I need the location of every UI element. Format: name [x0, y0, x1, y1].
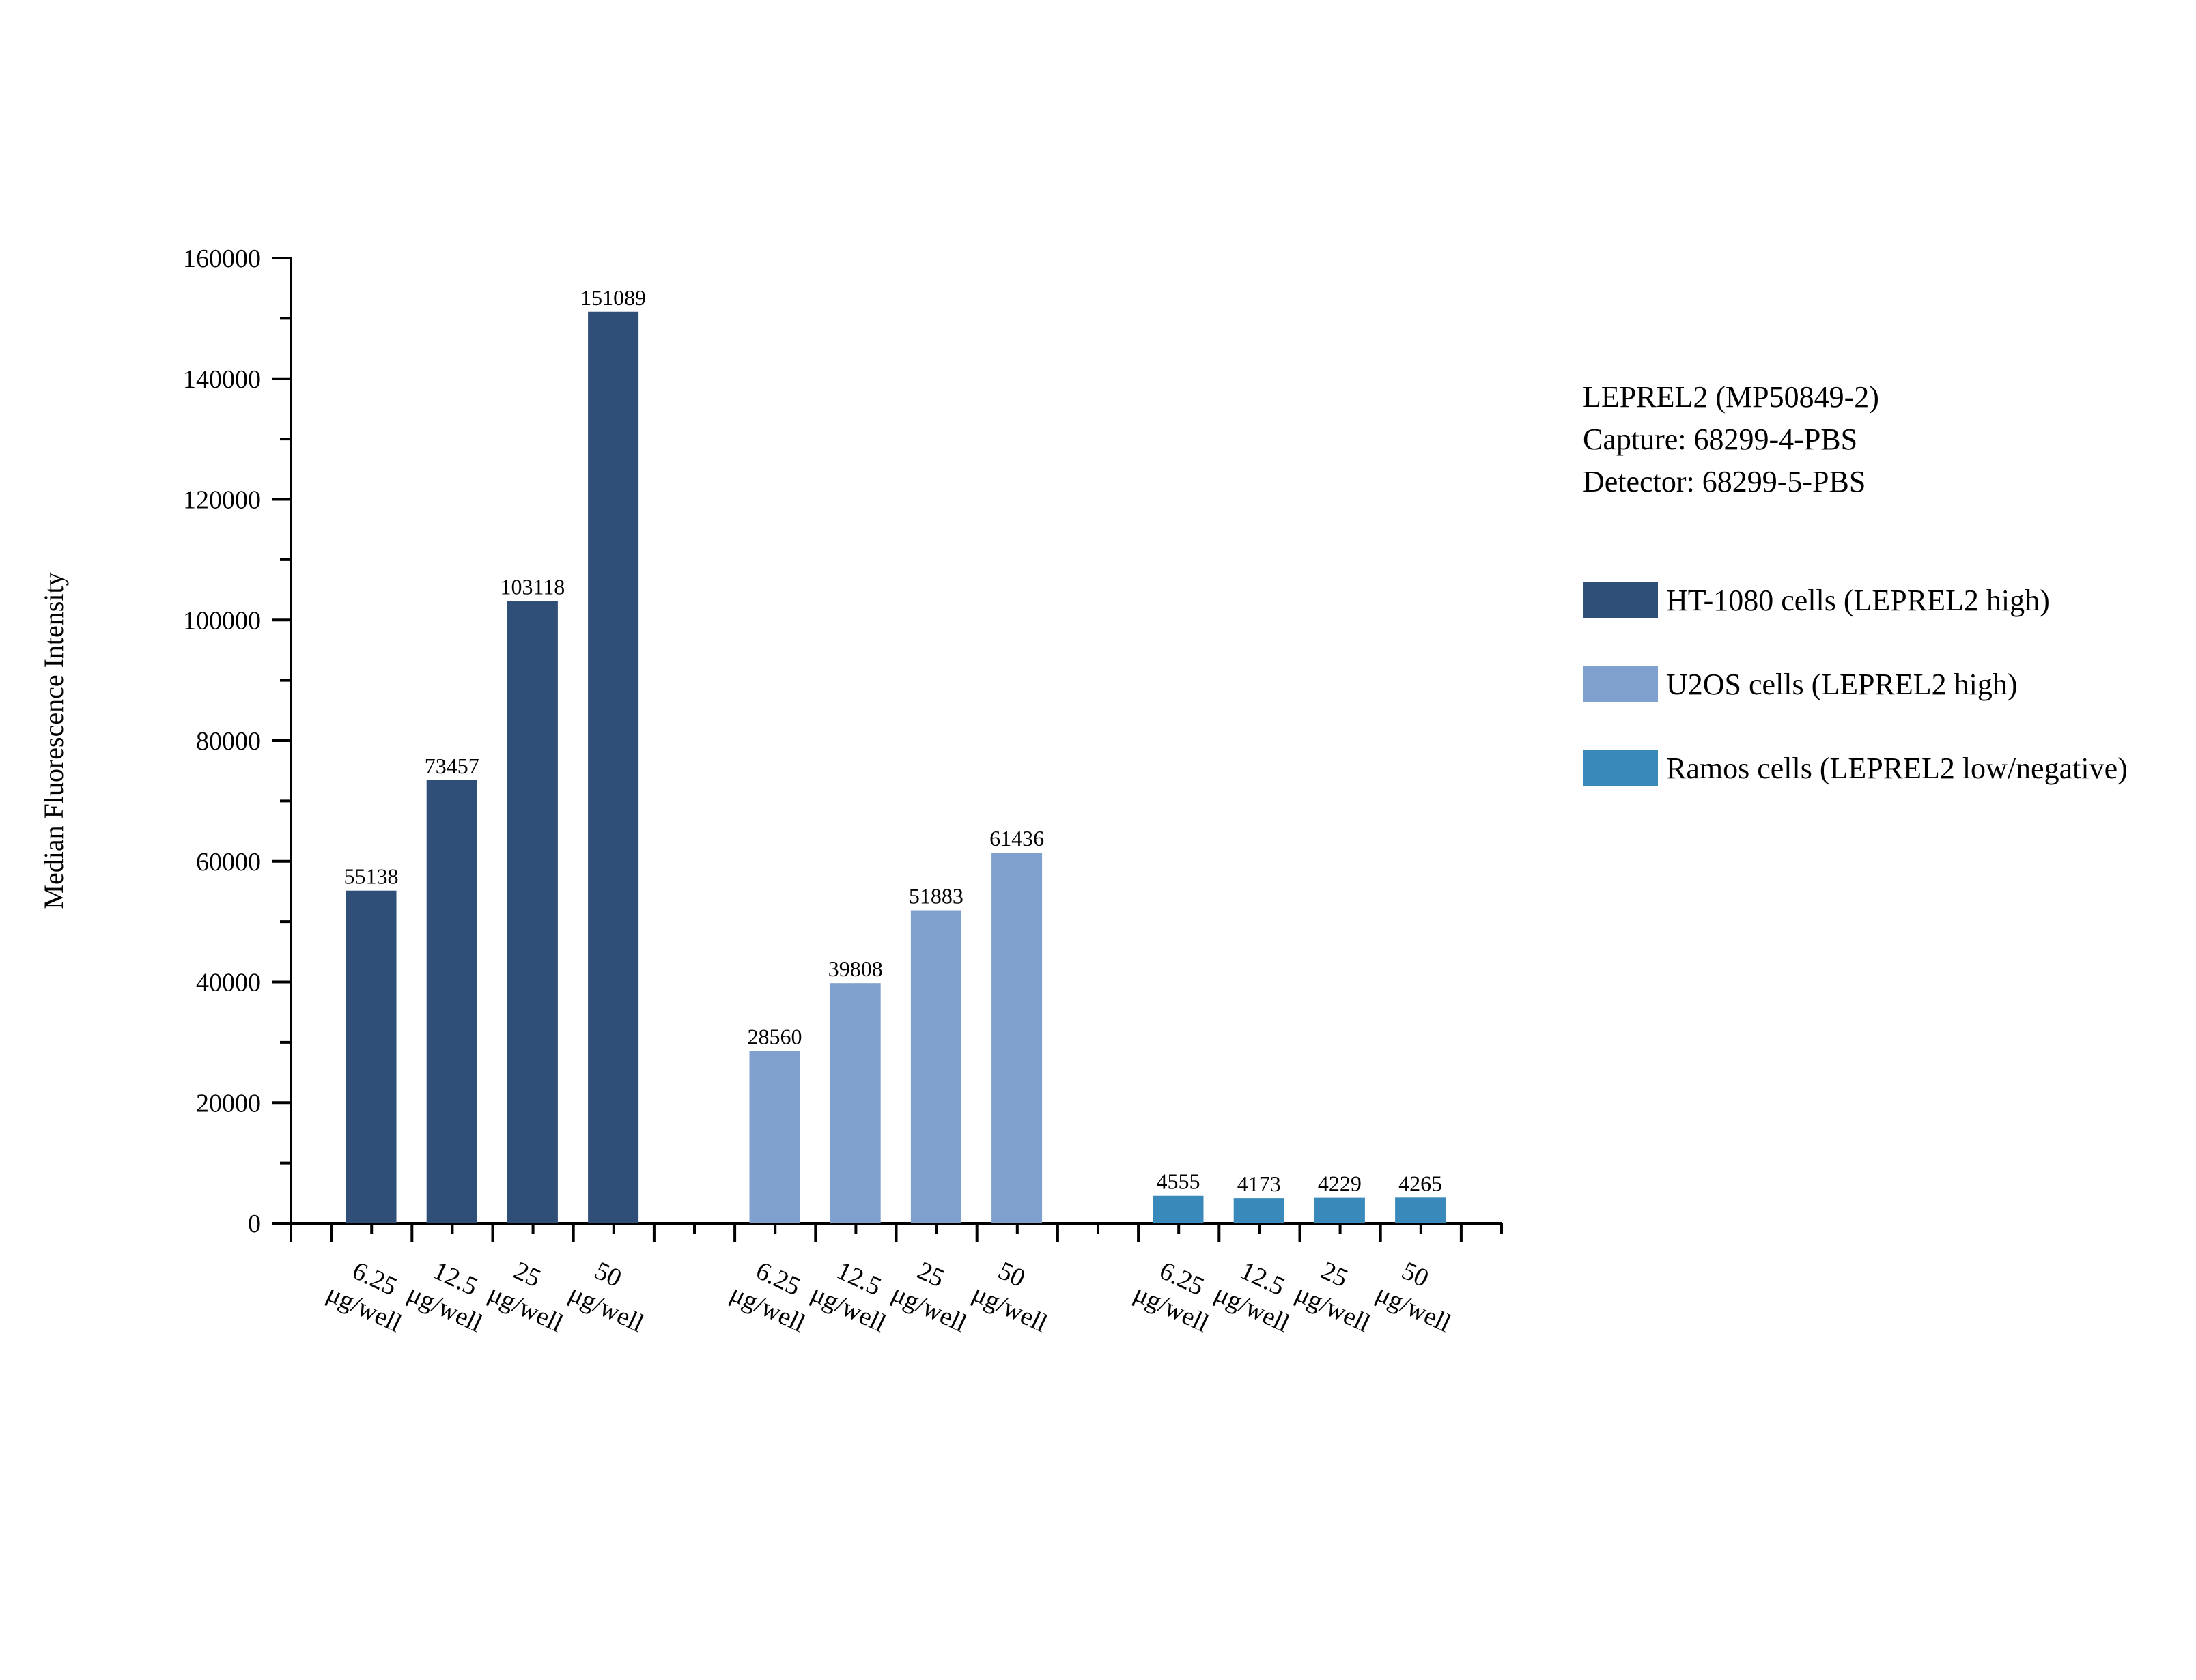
data-label: 4265 [1398, 1171, 1442, 1195]
legend-label: HT-1080 cells (LEPREL2 high) [1666, 584, 2050, 617]
data-label: 103118 [500, 575, 565, 599]
y-ticks: 0 20000 40000 60000 80000 100000 120000 140000 1… [183, 244, 291, 1238]
bar [910, 910, 961, 1223]
data-label: 51883 [909, 883, 963, 908]
y-tick-label: 60000 [196, 848, 261, 877]
y-tick-label: 120000 [183, 486, 261, 515]
bar [1314, 1197, 1365, 1223]
bar [991, 853, 1043, 1223]
legend-swatch [1583, 666, 1658, 702]
y-tick-label: 80000 [196, 727, 261, 756]
legend-label: U2OS cells (LEPREL2 high) [1666, 668, 2018, 701]
bar [749, 1051, 800, 1223]
bar [830, 983, 881, 1223]
data-label: 73457 [425, 754, 479, 778]
bar [346, 890, 397, 1223]
data-labels: 55138 73457 103118 151089 28560 39808 51883 614… [344, 285, 1443, 1196]
bars [346, 311, 1446, 1223]
bar [1233, 1198, 1284, 1223]
data-label: 4229 [1318, 1171, 1362, 1196]
bar [426, 780, 477, 1223]
data-label: 39808 [828, 956, 883, 981]
y-tick-label: 40000 [196, 969, 261, 997]
legend-swatch [1583, 750, 1658, 786]
data-label: 151089 [580, 285, 646, 310]
annotation-line-3: Detector: 68299-5-PBS [1583, 465, 1866, 498]
x-ticks [290, 1223, 1503, 1242]
legend-swatch [1583, 582, 1658, 618]
y-axis-label: Median Fluorescence Intensity [38, 572, 69, 909]
y-tick-label: 0 [248, 1210, 261, 1238]
y-tick-label: 160000 [183, 244, 261, 273]
y-tick-label: 140000 [183, 365, 261, 394]
bar [507, 601, 558, 1223]
data-label: 4555 [1157, 1169, 1200, 1194]
data-label: 28560 [748, 1025, 802, 1049]
bar [1153, 1195, 1204, 1223]
data-label: 55138 [344, 864, 399, 889]
annotation-line-1: LEPREL2 (MP50849-2) [1583, 380, 1879, 414]
y-tick-label: 100000 [183, 606, 261, 635]
bar [1395, 1197, 1446, 1223]
chart-annotation: LEPREL2 (MP50849-2) Capture: 68299-4-PBS… [1583, 380, 1879, 498]
bar [588, 311, 639, 1223]
data-label: 4173 [1237, 1171, 1281, 1196]
y-tick-label: 20000 [196, 1089, 261, 1117]
data-label: 61436 [989, 826, 1044, 851]
annotation-line-2: Capture: 68299-4-PBS [1583, 423, 1857, 456]
legend: HT-1080 cells (LEPREL2 high) U2OS cells (… [1583, 582, 2128, 786]
legend-label: Ramos cells (LEPREL2 low/negative) [1666, 752, 2128, 785]
